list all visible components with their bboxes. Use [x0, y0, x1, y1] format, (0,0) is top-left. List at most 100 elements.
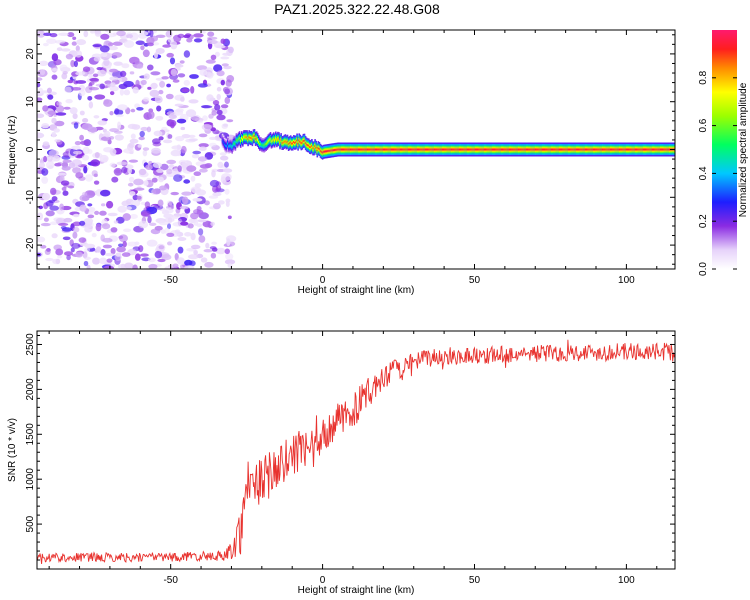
noise-blob	[172, 34, 182, 43]
track-cell	[227, 142, 229, 145]
track-cell	[487, 148, 490, 151]
track-cell	[402, 148, 405, 151]
noise-blob	[148, 263, 158, 269]
noise-blob	[142, 49, 150, 58]
noise-blob	[216, 114, 226, 121]
track-cell	[377, 148, 379, 151]
noise-blob	[169, 41, 177, 47]
y-tick-label: 0	[25, 146, 36, 152]
track-cell	[439, 148, 442, 151]
noise-blob	[55, 112, 67, 116]
noise-blob	[37, 77, 43, 81]
noise-blob	[93, 180, 100, 185]
track-cell	[269, 138, 272, 140]
noise-blob	[139, 31, 149, 36]
noise-blob	[216, 109, 223, 116]
noise-blob	[85, 174, 93, 182]
noise-blob	[45, 200, 54, 207]
track-cell	[317, 147, 320, 150]
track-cell	[635, 148, 638, 151]
track-cell	[464, 148, 466, 151]
noise-blob	[227, 215, 232, 220]
track-cell	[560, 148, 562, 151]
noise-blob	[190, 244, 201, 250]
noise-blob	[50, 187, 57, 196]
track-cell	[361, 148, 363, 151]
track-cell	[246, 136, 248, 139]
track-cell	[497, 148, 499, 151]
noise-blob	[216, 86, 222, 92]
track-cell	[233, 141, 236, 144]
noise-blob	[104, 130, 111, 138]
snr-ylabel: SNR (10 * v/v)	[7, 418, 18, 482]
track-cell	[412, 148, 414, 151]
track-cell	[624, 148, 627, 151]
track-cell	[427, 148, 429, 151]
track-cell	[502, 148, 505, 151]
noise-blob	[100, 189, 111, 197]
noise-blob	[224, 188, 230, 195]
noise-blob	[109, 111, 114, 116]
track-cell	[555, 148, 558, 151]
snr-axes: -50 0 50 100 500 1000 1500 2000 2500	[25, 331, 675, 586]
noise-blob	[176, 118, 187, 124]
track-cell	[282, 141, 284, 144]
track-cell	[224, 143, 226, 146]
track-cell	[545, 148, 547, 151]
noise-blob	[113, 167, 123, 176]
track-cell	[347, 148, 349, 151]
noise-blob	[51, 68, 58, 72]
track-cell	[296, 139, 298, 142]
noise-blob	[199, 168, 208, 173]
track-cell	[395, 148, 397, 151]
track-cell	[649, 148, 651, 151]
track-cell	[432, 148, 434, 151]
noise-blob	[119, 88, 124, 96]
noise-blob	[128, 176, 135, 183]
noise-blob	[180, 221, 189, 226]
track-cell	[461, 148, 463, 151]
noise-blob	[57, 172, 67, 176]
track-cell	[538, 148, 541, 151]
noise-blob	[197, 219, 207, 223]
noise-blob	[193, 38, 203, 43]
track-cell	[418, 148, 421, 151]
noise-blob	[216, 168, 225, 173]
noise-blob	[223, 123, 229, 127]
noise-blob	[161, 254, 172, 261]
track-cell	[403, 148, 406, 151]
noise-blob	[136, 195, 142, 200]
noise-blob	[117, 205, 127, 213]
noise-blob	[190, 186, 202, 193]
noise-blob	[63, 217, 73, 223]
track-cell	[570, 148, 573, 151]
track-cell	[222, 141, 225, 144]
noise-blob	[158, 136, 164, 141]
track-cell	[344, 148, 346, 151]
track-cell	[221, 139, 224, 142]
track-cell	[667, 148, 669, 151]
noise-blob	[197, 119, 204, 123]
track-cell	[235, 139, 238, 142]
noise-blob	[172, 263, 179, 268]
track-cell	[444, 148, 446, 151]
track-cell	[310, 146, 312, 149]
noise-blob	[118, 83, 128, 90]
noise-blob	[130, 133, 136, 140]
noise-blob	[188, 134, 196, 138]
noise-blob	[161, 76, 169, 80]
noise-blob	[220, 38, 226, 44]
noise-blob	[152, 188, 161, 195]
track-cell	[411, 148, 413, 151]
noise-blob	[121, 252, 131, 257]
noise-blob	[72, 226, 80, 233]
y-tick-label: 1500	[25, 423, 36, 446]
noise-blob	[183, 179, 191, 184]
noise-blob	[51, 74, 58, 80]
noise-blob	[49, 205, 59, 211]
y-tick-label: 20	[25, 48, 36, 60]
noise-blob	[124, 262, 134, 269]
noise-blob	[51, 117, 57, 124]
track-cell	[370, 148, 373, 151]
track-cell	[276, 139, 278, 142]
